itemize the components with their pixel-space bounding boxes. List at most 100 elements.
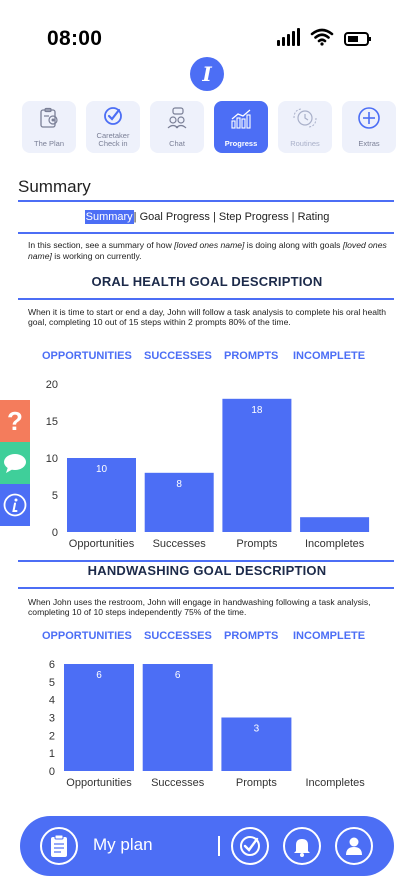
x-category-label: Incompletes <box>305 538 365 550</box>
bar <box>67 458 136 532</box>
bar-data-label: 6 <box>96 670 102 681</box>
subnav-separator: | <box>291 211 295 223</box>
goal-heading: HANDWASHING GOAL DESCRIPTION <box>87 563 327 578</box>
y-tick-label: 0 <box>52 527 58 539</box>
bar-data-label: 6 <box>175 670 181 681</box>
subnav-step-progress[interactable]: Step Progress <box>218 211 289 223</box>
battery-icon <box>344 32 371 46</box>
subnav-divider <box>18 232 394 234</box>
side-buttons: ? <box>0 400 30 526</box>
title-divider <box>18 200 394 202</box>
stat-prompts: PROMPTS <box>224 630 279 642</box>
subnav-rating[interactable]: Rating <box>297 211 330 223</box>
y-tick-label: 4 <box>49 695 55 707</box>
intro-placeholder: [loved ones name] <box>28 240 387 261</box>
y-tick-label: 15 <box>46 416 58 428</box>
stat-opportunities: OPPORTUNITIES <box>42 350 132 362</box>
goal-heading: ORAL HEALTH GOAL DESCRIPTION <box>91 274 323 289</box>
goal-divider <box>18 560 394 562</box>
y-tick-label: 5 <box>49 677 55 689</box>
intro-text: is working on currently. <box>51 250 142 261</box>
bar <box>222 398 292 532</box>
bar <box>142 664 213 771</box>
intro-placeholder: [loved ones name] <box>174 240 245 250</box>
bar-chart-icon <box>231 109 251 129</box>
notifications-button[interactable] <box>283 827 321 865</box>
y-tick-label: 2 <box>49 730 55 742</box>
subnav-separator: | <box>133 211 137 223</box>
clipboard-target-icon <box>40 107 58 128</box>
y-tick-label: 1 <box>49 748 55 760</box>
goal-divider <box>18 587 394 589</box>
x-category-label: Opportunities <box>69 538 135 550</box>
goal-divider <box>18 298 394 300</box>
bottom-bar-separator <box>218 836 220 856</box>
stat-opportunities: OPPORTUNITIES <box>42 630 132 642</box>
y-tick-label: 5 <box>52 490 58 502</box>
tab-chat[interactable]: Chat <box>150 101 204 153</box>
bar-data-label: 18 <box>251 405 263 416</box>
handwashing-chart: 0 1 2 3 4 5 6 6 Opportunities 6 Successes 3 Prompts I… <box>28 652 388 794</box>
subnav-summary[interactable]: Summary <box>84 210 134 224</box>
tab-label: Extras <box>358 138 380 148</box>
chat-people-icon <box>167 107 187 129</box>
page-title: Summary <box>18 177 91 196</box>
goal-description: When John uses the restroom, John will e… <box>28 597 371 617</box>
subnav-separator: | <box>212 211 216 223</box>
subnav-goal-progress[interactable]: Goal Progress <box>139 211 210 223</box>
tab-extras[interactable]: Extras <box>342 101 396 153</box>
x-category-label: Successes <box>153 538 207 550</box>
goal-description: When it is time to start or end a day, J… <box>28 307 387 327</box>
bar <box>144 472 214 532</box>
intro-text: is doing along with goals <box>244 240 343 250</box>
app-logo: I <box>190 57 224 91</box>
speech-bubble-icon <box>4 454 26 473</box>
sub-navigation: Summary| Goal Progress | Step Progress |… <box>0 210 414 224</box>
stat-successes: SUCCESSES <box>144 350 212 362</box>
y-tick-label: 6 <box>49 659 55 671</box>
tab-label: Routines <box>290 138 320 148</box>
tab-routines[interactable]: Routines <box>278 101 332 153</box>
tab-label: Progress <box>224 138 258 148</box>
bar-data-label: 10 <box>96 464 108 475</box>
bar <box>64 664 134 771</box>
x-category-label: Prompts <box>236 777 277 789</box>
tab-caretaker-check-in[interactable]: Caretaker Check in <box>86 101 140 153</box>
bar-chart: 0 1 2 3 4 5 6 6 Opportunities 6 Successes 3 Prompts I… <box>49 659 365 789</box>
x-category-label: Prompts <box>236 538 277 550</box>
info-icon <box>3 493 27 517</box>
stat-incomplete: INCOMPLETE <box>293 350 366 362</box>
my-plan-label[interactable]: My plan <box>93 835 153 854</box>
info-button[interactable] <box>0 484 30 526</box>
bar-data-label: 3 <box>254 724 260 735</box>
tab-the-plan[interactable]: The Plan <box>22 101 76 153</box>
profile-button[interactable] <box>335 827 373 865</box>
user-icon <box>346 837 362 855</box>
clipboard-icon <box>51 834 67 857</box>
status-icons <box>277 28 372 46</box>
tab-label: Chat <box>169 138 185 148</box>
y-tick-label: 3 <box>49 713 55 725</box>
checklist-button[interactable] <box>231 827 269 865</box>
y-tick-label: 0 <box>49 766 55 778</box>
bar <box>300 517 370 532</box>
chat-button[interactable] <box>0 442 30 484</box>
help-button[interactable]: ? <box>0 400 30 442</box>
status-time: 08:00 <box>47 27 103 50</box>
signal-icon <box>277 28 300 46</box>
x-category-label: Successes <box>151 777 205 789</box>
status-bar: 08:00 <box>0 0 414 80</box>
stat-successes: SUCCESSES <box>144 630 212 642</box>
bar <box>221 717 292 771</box>
my-plan-button[interactable] <box>40 827 78 865</box>
intro-text: In this section, see a summary of how <box>28 240 175 250</box>
x-category-label: Opportunities <box>66 777 132 789</box>
summary-intro: In this section, see a summary of how [l… <box>28 240 390 261</box>
bar-chart: 0 5 10 15 20 10 Opportunities 8 Successes 18 Promp… <box>46 379 370 550</box>
stat-incomplete: INCOMPLETE <box>293 630 366 642</box>
y-tick-label: 10 <box>46 453 58 465</box>
check-circle-icon <box>104 107 122 125</box>
plus-circle-icon <box>358 107 380 129</box>
x-category-label: Incompletes <box>305 777 365 789</box>
tab-progress[interactable]: Progress <box>214 101 268 153</box>
